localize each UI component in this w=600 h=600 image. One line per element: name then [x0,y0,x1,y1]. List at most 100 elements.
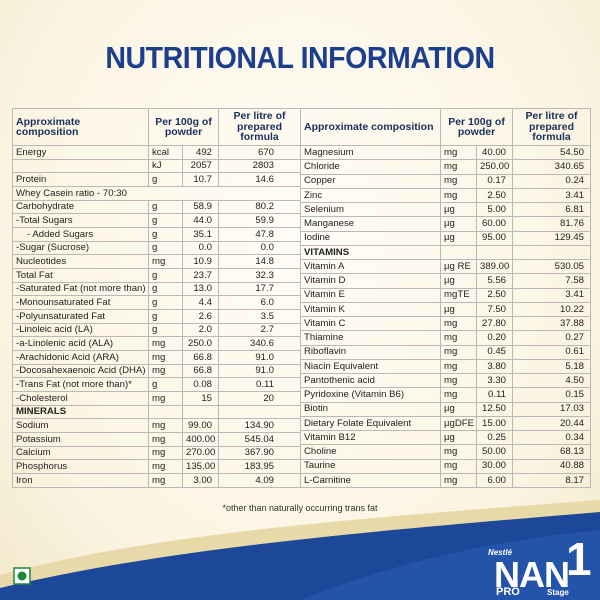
value-per-100g: 0.17 [475,173,514,189]
row-label: -Arachidonic Acid (ARA) [12,350,149,365]
value-per-litre: 3.5 [218,309,302,324]
table-row: -Arachidonic Acid (ARA) mg 66.8 91.0 [12,350,302,365]
nutrition-table: Approximate composition Per 100g of powde… [300,108,592,489]
value-per-100g: 60.00 [475,216,514,232]
row-label: Pantothenic acid [300,372,441,389]
unit-cell: mg [440,144,477,161]
value-per-litre: 80.2 [218,199,302,215]
row-label: Nucleotides [12,254,149,270]
value-per-100g: 66.8 [181,363,220,379]
value-per-litre: 20 [218,391,302,406]
header-cell: Per 100g of powder [439,108,514,146]
table-row: Selenium µg 5.00 6.81 [300,201,592,218]
value-per-litre: 32.3 [218,268,302,283]
row-label: Zinc [300,187,441,204]
value-per-100g: 5.00 [475,201,514,218]
unit-cell: mg [440,173,477,189]
row-label: -a-Linolenic acid (ALA) [12,336,149,352]
unit-cell: mg [148,432,183,447]
value-per-100g: 400.00 [181,432,220,447]
unit-cell: g [148,281,183,297]
unit-cell: mg [440,330,477,346]
value-per-100g: 2057 [181,158,220,174]
table-row: Protein g 10.7 14.6 [12,172,302,188]
value-per-litre: 81.76 [512,216,592,232]
unit-cell: mg [440,344,477,360]
empty-cell [475,244,514,261]
value-per-100g: 0.45 [475,344,514,360]
value-per-100g: 0.20 [475,330,514,346]
row-label: Taurine [300,458,441,474]
row-label: Potassium [12,432,149,447]
row-label: Chloride [300,159,441,175]
unit-cell: µg [440,230,477,246]
row-label: Dietary Folate Equivalent [300,415,441,432]
row-label: Riboflavin [300,344,441,360]
unit-cell: g [148,322,183,338]
value-per-100g: 35.1 [181,227,220,242]
table-row: Biotin µg 12.50 17.03 [300,401,592,417]
row-label: -Trans Fat (not more than)* [12,377,149,393]
unit-cell: mg [148,363,183,379]
value-per-100g: 5.56 [475,273,514,289]
row-label: Sodium [12,418,149,434]
value-per-litre: 670 [218,145,302,160]
value-per-100g: 250.00 [475,159,514,175]
brand-product: NAN [494,554,570,595]
table-row: Calcium mg 270.00 367.90 [12,445,302,461]
unit-cell: mg [440,458,477,474]
table-row: -Monounsaturated Fat g 4.4 6.0 [12,295,302,311]
row-label: Iron [12,473,149,488]
value-per-100g: 0.11 [475,387,514,403]
table-row: Zinc mg 2.50 3.41 [300,187,592,204]
row-label: Phosphorus [12,459,149,475]
unit-cell: g [148,309,183,324]
brand-line: PRO [496,586,520,598]
value-per-100g: 0.0 [181,240,220,256]
value-per-litre: 183.95 [218,459,302,475]
unit-cell: µg [440,429,477,446]
unit-cell: µgDFE [440,415,477,432]
empty-cell [218,404,302,420]
value-per-100g: 10.7 [181,172,220,188]
value-per-100g: 50.00 [475,444,514,460]
value-per-litre: 0.15 [512,387,592,403]
value-per-100g: 58.9 [181,199,220,215]
value-per-100g: 7.50 [475,301,514,318]
brand-stage-number: 1 [566,533,592,585]
value-per-litre: 0.11 [218,377,302,393]
value-per-litre: 3.41 [512,187,592,204]
row-label: Manganese [300,216,441,232]
table-row: Magnesium mg 40.00 54.50 [300,144,592,161]
value-per-100g: 3.00 [181,473,220,488]
row-label: Vitamin E [300,287,441,303]
table-row: -Cholesterol mg 15 20 [12,391,302,406]
table-row: VITAMINS [300,244,592,261]
unit-cell: µg [440,301,477,318]
table-row: Copper mg 0.17 0.24 [300,173,592,189]
value-per-100g: 270.00 [181,445,220,461]
empty-cell [512,244,592,261]
value-per-litre: 367.90 [218,445,302,461]
value-per-litre: 10.22 [512,301,592,318]
value-per-100g: 66.8 [181,350,220,365]
unit-cell: g [148,213,183,229]
value-per-100g: 30.00 [475,458,514,474]
row-label: -Total Sugars [12,213,149,229]
value-per-litre: 340.65 [512,159,592,175]
value-per-100g: 0.08 [181,377,220,393]
header-cell: Per 100g of powder [147,108,220,146]
empty-cell [148,404,183,420]
unit-cell: µg [440,201,477,218]
table-row: Energy kcal 492 670 [12,145,302,160]
value-per-100g: 6.00 [475,472,514,489]
empty-cell [440,244,477,261]
value-per-100g: 15.00 [475,415,514,432]
brand-maker: Nestlé [488,548,513,557]
value-per-100g: 135.00 [181,459,220,475]
table-row: -Sugar (Sucrose) g 0.0 0.0 [12,240,302,256]
